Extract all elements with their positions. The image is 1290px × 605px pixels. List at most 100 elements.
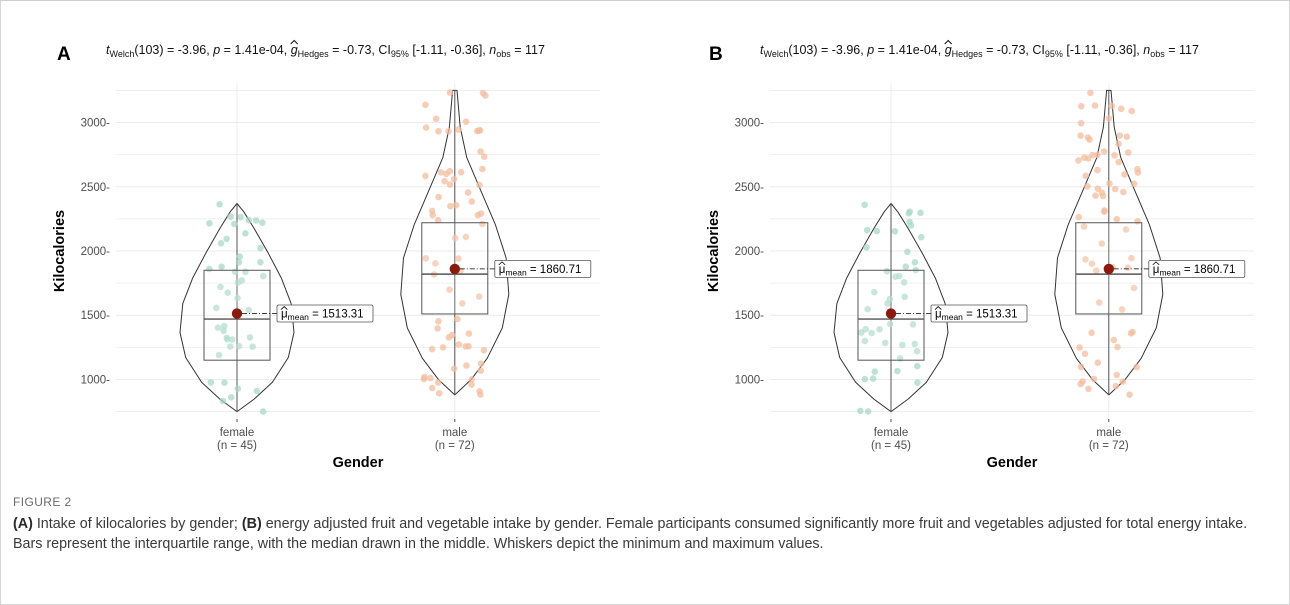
data-point bbox=[476, 388, 483, 395]
mean-sub: mean bbox=[1159, 267, 1181, 277]
x-tick-n-label: (n = 72) bbox=[435, 440, 475, 452]
data-point bbox=[1078, 102, 1085, 110]
data-point bbox=[464, 189, 472, 196]
data-point bbox=[1077, 363, 1085, 371]
mean-label-box bbox=[276, 304, 374, 323]
data-point bbox=[446, 89, 454, 96]
y-tick-label: 1500- bbox=[81, 310, 111, 322]
data-point bbox=[465, 330, 473, 337]
top-border bbox=[0, 0, 1290, 1]
data-point bbox=[459, 300, 466, 307]
data-point bbox=[435, 193, 442, 201]
data-point bbox=[1114, 343, 1121, 351]
data-point bbox=[473, 127, 481, 135]
data-point bbox=[234, 385, 242, 392]
figure-label: FIGURE 2 bbox=[13, 495, 72, 509]
y-tick-label: 2000- bbox=[81, 246, 111, 258]
x-axis-title: Gender bbox=[987, 455, 1038, 471]
hat-mark bbox=[934, 305, 942, 310]
x-axis-title: Gender bbox=[333, 455, 384, 471]
stat-n-sub: obs bbox=[1150, 49, 1165, 59]
data-point bbox=[217, 283, 224, 291]
data-point bbox=[1085, 385, 1092, 393]
stat-ci-sub: 95% bbox=[1045, 49, 1063, 59]
data-point bbox=[864, 408, 872, 415]
mean-label: μmean = 1860.71 bbox=[499, 264, 582, 278]
data-point bbox=[904, 248, 911, 256]
mu-symbol: μ bbox=[499, 264, 506, 276]
data-point bbox=[455, 255, 462, 262]
data-point bbox=[1120, 188, 1127, 196]
data-point bbox=[861, 337, 869, 345]
data-point bbox=[468, 381, 475, 388]
data-point bbox=[463, 362, 470, 369]
data-point bbox=[246, 334, 254, 341]
data-point bbox=[219, 397, 227, 405]
y-axis-title: Kilocalories bbox=[52, 210, 68, 292]
x-tick-label: female bbox=[220, 427, 255, 439]
data-point bbox=[227, 394, 235, 401]
stat-ci-sub: 95% bbox=[391, 49, 409, 59]
data-point bbox=[218, 263, 225, 271]
data-point bbox=[1076, 344, 1083, 351]
data-point bbox=[1100, 148, 1108, 155]
data-point bbox=[455, 341, 463, 348]
data-point bbox=[1105, 115, 1113, 122]
mean-value: = 1513.31 bbox=[963, 309, 1018, 321]
data-point bbox=[881, 339, 889, 347]
stat-t-sub: Welch bbox=[763, 49, 788, 59]
stat-n-sub: obs bbox=[496, 49, 511, 59]
data-point bbox=[227, 343, 234, 350]
stat-ci-val: [-1.11, -0.36], bbox=[409, 43, 489, 57]
data-point bbox=[452, 201, 460, 209]
x-tick-label: male bbox=[442, 427, 467, 439]
y-tick-label: 1000- bbox=[735, 374, 765, 386]
data-point bbox=[245, 306, 252, 314]
y-tick-label: 1000- bbox=[81, 374, 111, 386]
panel-letter: B bbox=[709, 44, 723, 65]
data-point bbox=[918, 233, 925, 241]
stats-subtitle: tWelch(103) = -3.96, p = 1.41e-04, gHedg… bbox=[760, 43, 1199, 59]
mean-label: μmean = 1513.31 bbox=[935, 309, 1018, 323]
data-point bbox=[857, 407, 864, 415]
mean-label: μmean = 1860.71 bbox=[1153, 264, 1236, 278]
stat-n: n bbox=[1143, 43, 1150, 57]
mean-value: = 1860.71 bbox=[1181, 264, 1236, 276]
stat-p-val: = 1.41e-04, bbox=[220, 43, 291, 57]
data-point bbox=[217, 240, 225, 247]
data-point bbox=[894, 367, 901, 375]
data-point bbox=[242, 230, 249, 237]
hat-mark bbox=[290, 39, 299, 45]
data-point bbox=[1093, 267, 1100, 274]
data-point bbox=[1077, 120, 1085, 127]
data-point bbox=[432, 115, 440, 123]
stat-p: p bbox=[212, 43, 220, 57]
data-point bbox=[421, 373, 428, 381]
data-point bbox=[1111, 185, 1119, 193]
data-point bbox=[468, 198, 476, 205]
data-point bbox=[1113, 215, 1121, 223]
data-point bbox=[482, 92, 489, 99]
data-point bbox=[207, 379, 215, 386]
data-point bbox=[476, 181, 483, 189]
panel-letter: A bbox=[57, 44, 71, 65]
mean-sub: mean bbox=[942, 312, 964, 322]
y-axis-title: Kilocalories bbox=[706, 210, 722, 292]
y-tick-label: 2500- bbox=[735, 182, 765, 194]
data-point bbox=[884, 300, 891, 307]
data-point bbox=[237, 213, 244, 221]
y-tick-label: 2500- bbox=[81, 182, 111, 194]
stats-subtitle: tWelch(103) = -3.96, p = 1.41e-04, gHedg… bbox=[106, 43, 545, 59]
data-point bbox=[868, 329, 875, 337]
data-point bbox=[249, 343, 256, 351]
data-point bbox=[913, 347, 921, 355]
data-point bbox=[1117, 105, 1125, 113]
data-point bbox=[224, 336, 231, 343]
mean-label: μmean = 1513.31 bbox=[281, 309, 364, 323]
hat-mark bbox=[498, 261, 506, 266]
data-point bbox=[474, 211, 482, 219]
data-point bbox=[462, 233, 470, 241]
data-point bbox=[446, 286, 453, 294]
data-point bbox=[234, 279, 242, 286]
data-point bbox=[234, 294, 241, 302]
